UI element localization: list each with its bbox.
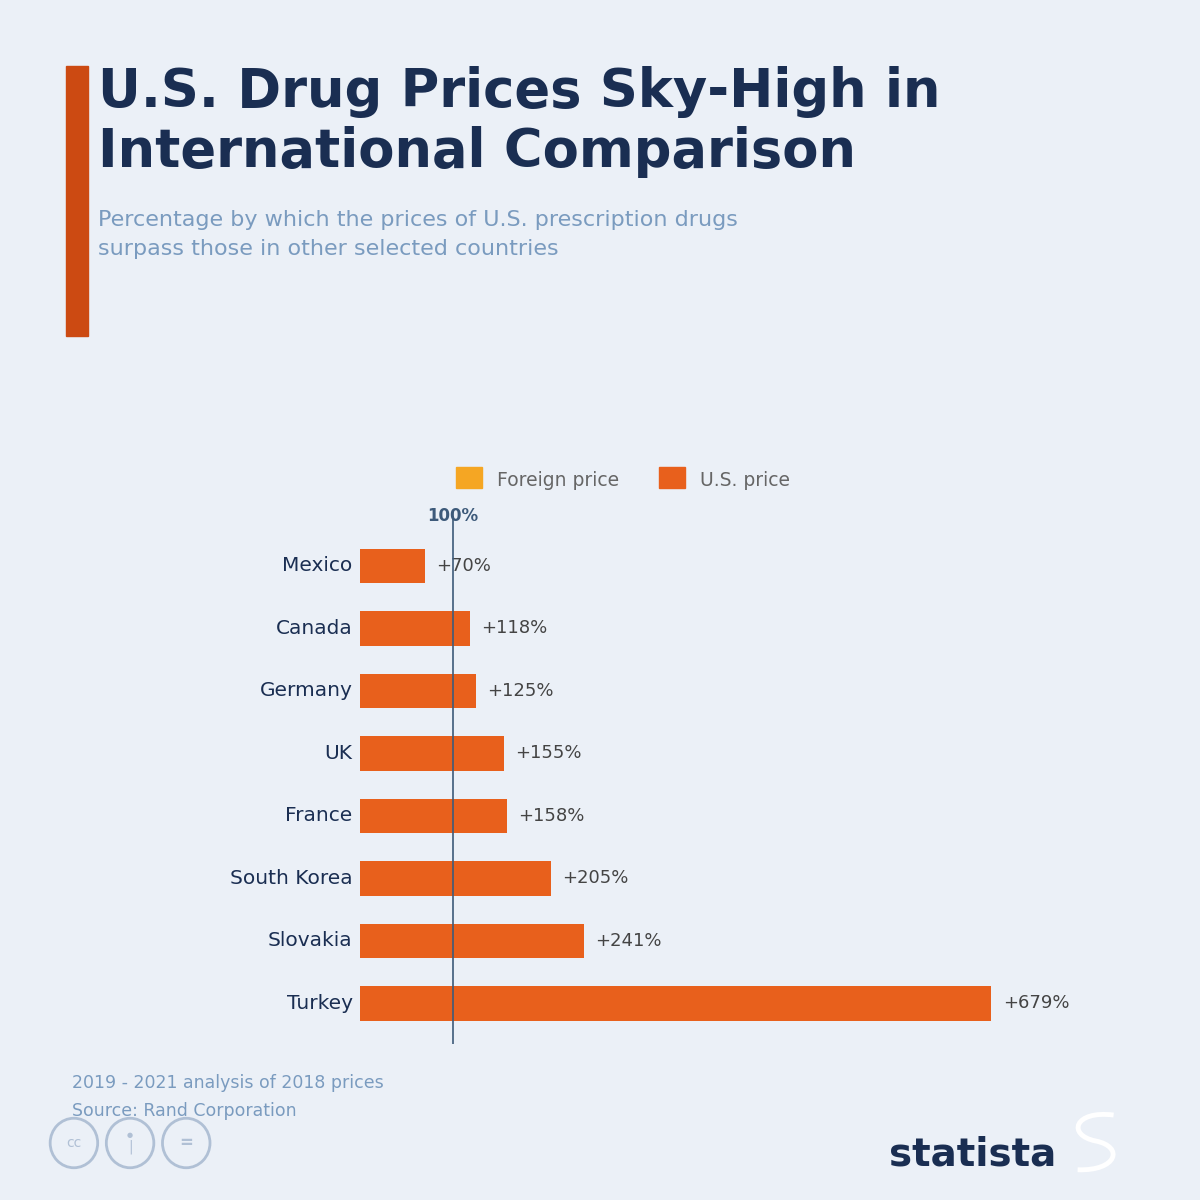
Text: +205%: +205% (562, 870, 628, 888)
Text: +155%: +155% (515, 744, 582, 762)
Bar (360, 799, 506, 833)
Bar (360, 924, 584, 958)
Bar (360, 611, 469, 646)
Text: |: | (127, 1139, 132, 1153)
Text: U.S. price: U.S. price (700, 470, 790, 490)
Text: U.S. Drug Prices Sky-High in: U.S. Drug Prices Sky-High in (98, 66, 941, 118)
Text: +118%: +118% (481, 619, 547, 637)
Text: Turkey: Turkey (287, 994, 353, 1013)
Text: +679%: +679% (1003, 995, 1069, 1013)
Text: +241%: +241% (595, 932, 661, 950)
Text: International Comparison: International Comparison (98, 126, 857, 178)
Bar (360, 673, 476, 708)
Text: statista: statista (889, 1135, 1056, 1174)
Text: Source: Rand Corporation: Source: Rand Corporation (72, 1102, 296, 1120)
Text: 100%: 100% (427, 508, 479, 526)
Text: cc: cc (66, 1136, 82, 1150)
Text: 2019 - 2021 analysis of 2018 prices: 2019 - 2021 analysis of 2018 prices (72, 1074, 384, 1092)
Text: +70%: +70% (437, 557, 491, 575)
Text: South Korea: South Korea (230, 869, 353, 888)
Bar (360, 737, 504, 770)
Text: Percentage by which the prices of U.S. prescription drugs
surpass those in other: Percentage by which the prices of U.S. p… (98, 210, 738, 259)
Text: UK: UK (324, 744, 353, 763)
Bar (360, 986, 991, 1020)
Text: Foreign price: Foreign price (497, 470, 619, 490)
Text: France: France (286, 806, 353, 826)
Text: +125%: +125% (487, 682, 554, 700)
Bar (360, 548, 425, 583)
Text: Slovakia: Slovakia (268, 931, 353, 950)
Text: Mexico: Mexico (282, 557, 353, 576)
Text: +158%: +158% (518, 806, 584, 824)
Text: Germany: Germany (259, 682, 353, 701)
Bar (360, 862, 551, 895)
Text: ●: ● (127, 1132, 133, 1138)
Text: Canada: Canada (276, 619, 353, 638)
Text: =: = (179, 1134, 193, 1152)
